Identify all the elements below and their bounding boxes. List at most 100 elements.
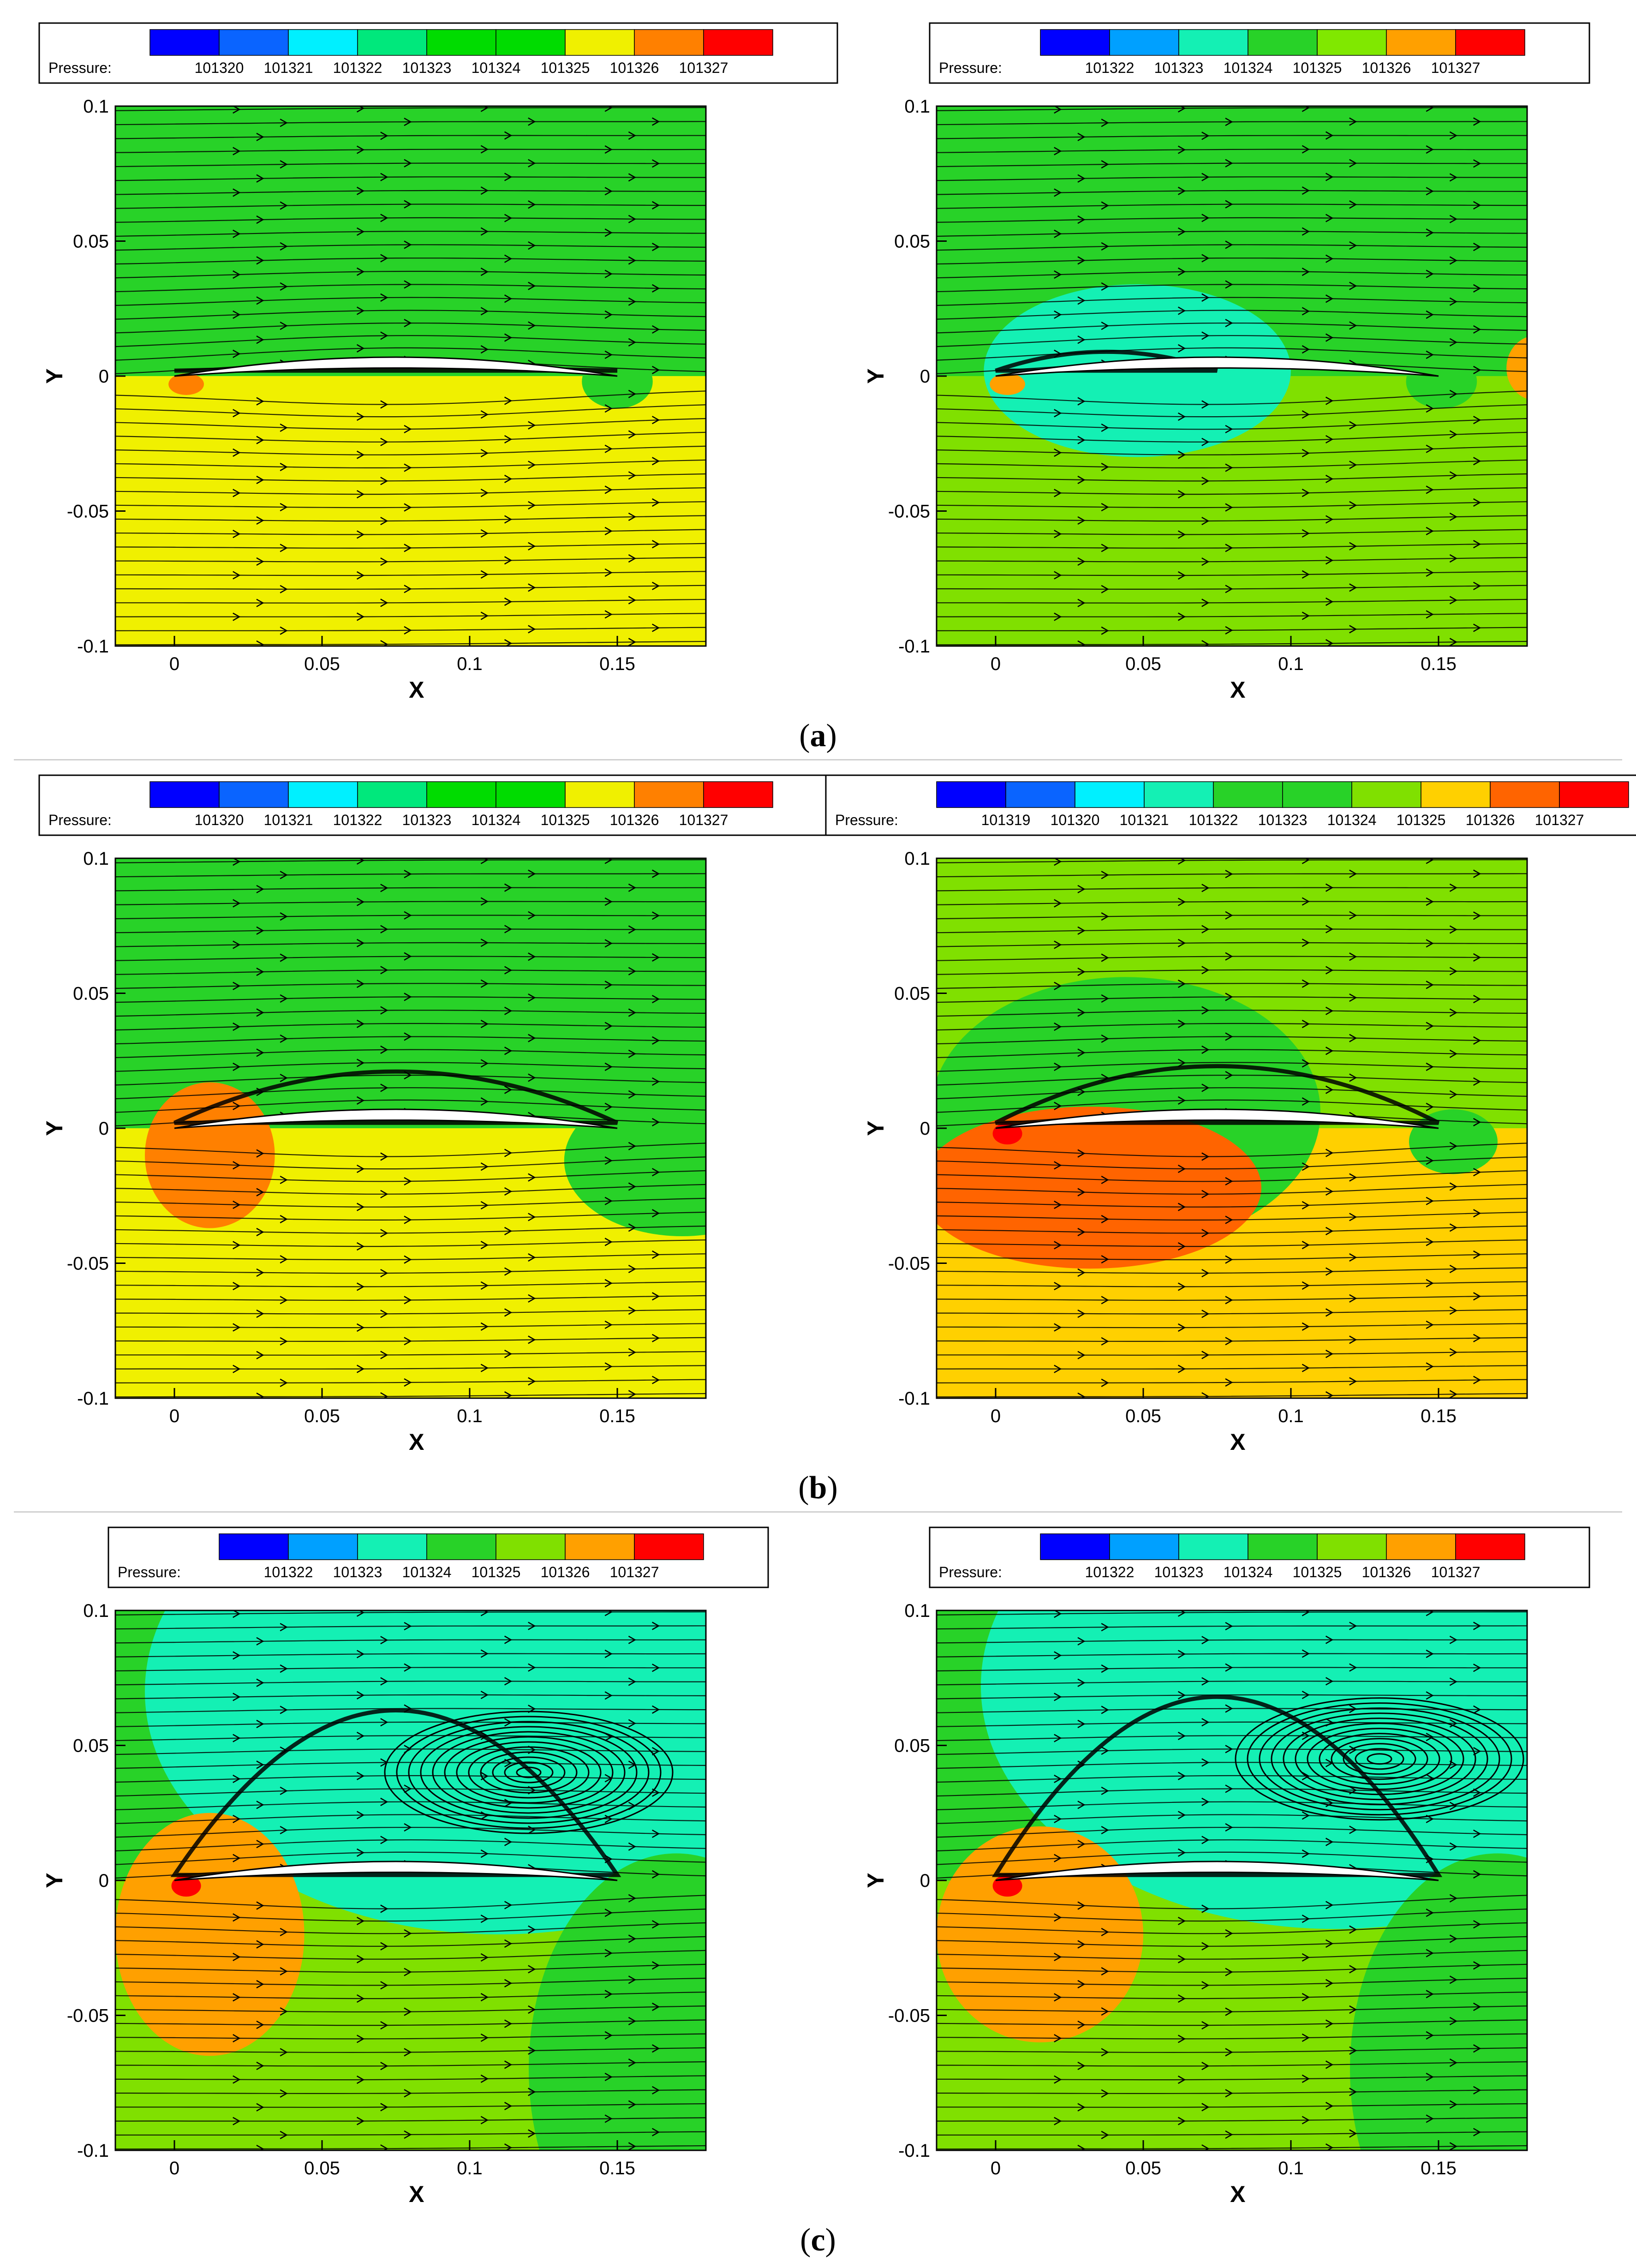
streamline [937,1087,1527,1100]
flow-arrow [1349,1294,1357,1303]
flow-arrow [1225,993,1233,1001]
legend-swatch [1317,1533,1387,1560]
flow-arrow [1473,1664,1481,1672]
legend-level-label: 101324 [1224,1564,1273,1580]
streamline [937,445,1527,455]
flow-arrow [356,1242,365,1251]
flow-arrow [380,640,388,646]
streamline [937,1309,1527,1315]
x-tick-label: 0.05 [1125,654,1161,674]
flow-arrow [404,585,412,593]
flow-arrow [480,449,489,458]
streamline [937,347,1527,361]
flow-arrow [1473,1168,1481,1177]
flow-arrow [1349,501,1357,510]
flow-arrow [1101,1255,1109,1264]
y-tick-label: 0 [920,366,930,387]
flow-arrow [280,462,288,472]
flow-arrow [1077,1351,1086,1359]
x-axis-title: X [1230,2181,1245,2207]
flow-arrow [233,612,241,621]
legend-swatch [1559,781,1629,808]
flow-arrow [1473,995,1481,1004]
streamline [937,431,1527,443]
streamline [115,1225,706,1234]
flow-arrow [256,557,264,566]
flow-arrow [604,228,613,237]
flow-arrow [1177,450,1186,459]
flow-arrow [256,1048,264,1057]
y-tick-label: -0.05 [888,2006,930,2026]
flow-arrow [1302,1993,1310,2002]
streamline [937,1909,1527,1922]
flow-arrow [1302,2116,1310,2124]
x-tick-label: 0 [991,1406,1001,1426]
flow-arrow [651,540,660,549]
flow-arrow [1101,1215,1109,1224]
contour-chart: 0 0.05 0.1 0.15 -0.1 -0.05 0 0.05 0.1 X Y Pressure:… [38,774,838,1455]
flow-arrow [356,1731,365,1741]
flow-arrow [604,1102,613,1111]
flow-arrow [1426,269,1434,278]
flow-arrow [256,1940,264,1949]
flow-arrow [404,1968,412,1976]
streamline [937,1184,1527,1195]
flow-arrow [1449,1264,1457,1274]
flow-arrow [1077,1637,1086,1646]
flow-arrow [1201,331,1210,340]
legend-level-label: 101327 [679,60,728,76]
flow-arrow [1349,2088,1357,2096]
legend-swatch [496,29,566,56]
streamline [115,1694,706,1700]
flow-arrow [480,1059,489,1068]
flow-arrow [356,1610,365,1617]
flow-arrow [1349,993,1357,1002]
flow-arrow [480,1915,489,1923]
streamline [937,969,1527,975]
flow-arrow [628,1008,636,1017]
flow-arrow [233,448,241,457]
legend-level-label: 101324 [472,60,521,76]
streamline [937,983,1527,989]
flow-arrow [1325,131,1334,140]
flow-arrow [404,1296,412,1305]
flow-arrow [651,1077,660,1086]
contour-chart: 0 0.05 0.1 0.15 -0.1 -0.05 0 0.05 0.1 X Y Pressure:… [42,1526,769,2207]
x-tick-label: 0.15 [599,2158,635,2178]
flow-arrow [1449,131,1457,140]
flow-arrow [404,1177,412,1186]
flow-arrow [480,611,489,620]
flow-arrow [404,2130,412,2139]
flow-arrow [480,570,489,579]
flow-arrow [528,1335,536,1344]
flow-arrow [1201,966,1210,975]
legend-level-label: 101322 [1085,60,1134,76]
flow-arrow [1077,1940,1086,1949]
flow-arrow [504,966,513,975]
flow-arrow [380,2021,388,2030]
flow-arrow [256,436,264,444]
flow-arrow [504,173,513,181]
pressure-region [990,373,1025,395]
y-tick-label: 0 [99,1871,109,1891]
flow-arrow [1101,1034,1109,1043]
flow-arrow [504,474,513,483]
flow-arrow [1349,281,1357,290]
flow-arrow [1201,214,1210,222]
flow-arrow [628,256,636,265]
vortex-ring [1247,1702,1512,1816]
flow-arrow [1201,925,1210,934]
flow-arrow [1201,1636,1210,1645]
flow-arrow [1426,228,1434,237]
flow-arrow [528,625,536,634]
flow-arrow [1473,1118,1481,1126]
flow-arrow [1101,1378,1109,1387]
panel-b-left: 0 0.05 0.1 0.15 -0.1 -0.05 0 0.05 0.1 X Y Pressure:… [18,766,838,1458]
flow-arrow [480,1364,489,1372]
flow-arrow [256,1719,264,1729]
flow-arrow [1325,1837,1334,1846]
legend-swatch [1455,1533,1525,1560]
vortex-ring [1295,1723,1464,1795]
flow-arrow [1177,1242,1186,1251]
flow-arrow [1177,1771,1186,1780]
